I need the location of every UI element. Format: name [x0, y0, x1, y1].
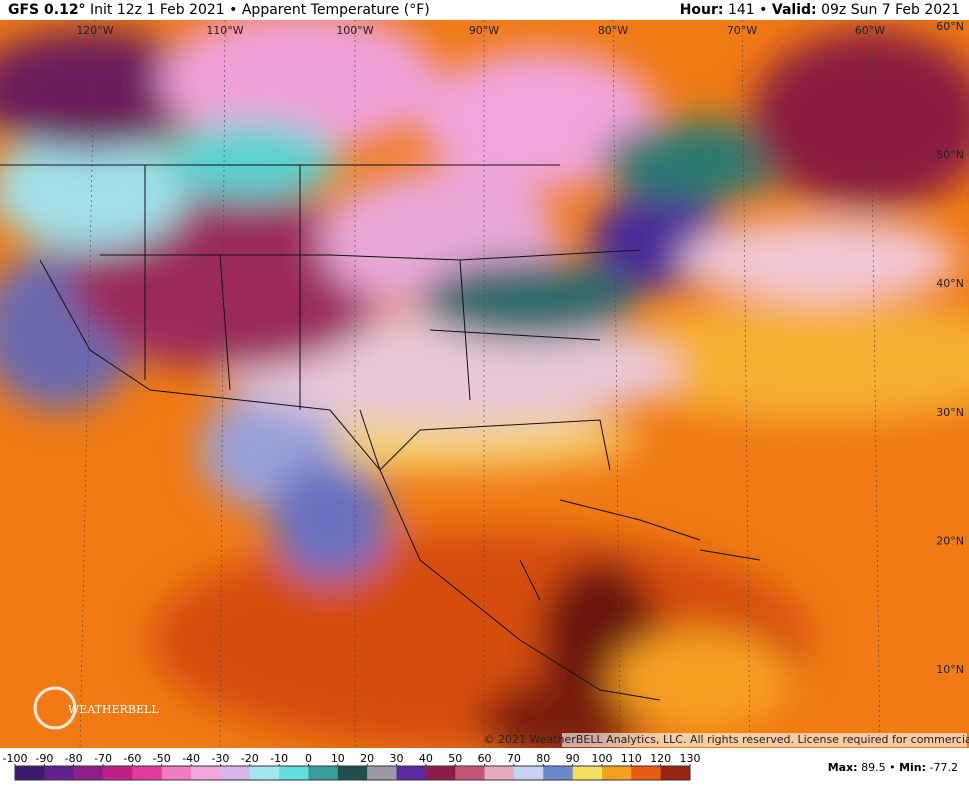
colorbar-tick-label: 10	[331, 752, 345, 765]
colorbar-tick-label: 80	[536, 752, 550, 765]
colorbar-tick-label: -60	[123, 752, 141, 765]
lat-label: 10°N	[936, 663, 964, 676]
colorbar-segment	[513, 766, 544, 780]
lon-label: 70°W	[727, 24, 757, 37]
init: Init 12z 1 Feb 2021	[90, 2, 225, 18]
hour-label: Hour:	[680, 2, 724, 18]
colorbar-segment	[73, 766, 104, 780]
colorbar-segment	[103, 766, 133, 780]
lat-label: 60°N	[936, 20, 964, 33]
colorbar-segment	[249, 766, 280, 780]
colorbar-segment	[396, 766, 427, 780]
colorbar-tick-label: -70	[94, 752, 112, 765]
lon-label: 60°W	[855, 24, 885, 37]
colorbar: -100 -90 -80 -70 -60 -50 -40 -30 -20 -10 0 10 20 30 40…	[3, 752, 701, 781]
colorbar-segment	[425, 766, 456, 780]
colorbar-tick-label: 60	[478, 752, 492, 765]
colorbar-tick-label: 130	[680, 752, 701, 765]
variable: Apparent Temperature (°F)	[242, 2, 430, 18]
colorbar-segment	[337, 766, 368, 780]
colorbar-tick-label: -100	[3, 752, 28, 765]
lat-label: 20°N	[936, 534, 964, 547]
lon-label: 90°W	[469, 24, 499, 37]
colorbar-segment	[15, 766, 45, 780]
separator: •	[889, 761, 896, 774]
colorbar-tick-label: 100	[591, 752, 612, 765]
min: -77.2	[930, 761, 958, 774]
valid-time: Hour: 141 • Valid: 09z Sun 7 Feb 2021	[680, 2, 960, 18]
separator: •	[229, 2, 237, 18]
colorbar-segment	[367, 766, 398, 780]
lon-label: 110°W	[206, 24, 243, 37]
colorbar-segment	[660, 766, 691, 780]
colorbar-tick-label: 50	[448, 752, 462, 765]
valid: 09z Sun 7 Feb 2021	[821, 2, 960, 18]
colorbar-tick-label: -40	[182, 752, 200, 765]
colorbar-tick-label: 120	[650, 752, 671, 765]
colorbar-tick-label: 30	[390, 752, 404, 765]
colorbar-tick-label: 0	[305, 752, 312, 765]
lon-label: 120°W	[76, 24, 113, 37]
colorbar-tick-label: -80	[65, 752, 83, 765]
colorbar-segment	[484, 766, 515, 780]
colorbar-segment	[308, 766, 339, 780]
header-bar	[0, 0, 969, 20]
lon-labels: 120°W 110°W 100°W 90°W 80°W 70°W 60°W	[76, 24, 885, 37]
hour: 141	[728, 2, 755, 18]
colorbar-tick-label: -90	[35, 752, 53, 765]
colorbar-tick-label: 70	[507, 752, 521, 765]
colorbar-segment	[279, 766, 309, 780]
lat-labels: 60°N 50°N 40°N 30°N 20°N 10°N	[936, 20, 964, 676]
map-image	[0, 10, 969, 760]
min-label: Min:	[899, 761, 926, 774]
lat-label: 40°N	[936, 277, 964, 290]
copyright: © 2021 WeatherBELL Analytics, LLC. All r…	[484, 733, 969, 746]
colorbar-frame	[14, 765, 691, 781]
colorbar-tick-label: 110	[621, 752, 642, 765]
lon-label: 100°W	[336, 24, 373, 37]
colorbar-segment	[543, 766, 574, 780]
colorbar-tick-label: -50	[153, 752, 171, 765]
colorbar-segment	[572, 766, 603, 780]
colorbar-segment	[455, 766, 486, 780]
title: GFS 0.12° Init 12z 1 Feb 2021 • Apparent…	[8, 2, 430, 18]
colorbar-segment	[601, 766, 632, 780]
colorbar-tick-label: 40	[419, 752, 433, 765]
colorbar-segment	[132, 766, 163, 780]
colorbar-segment	[191, 766, 221, 780]
separator: •	[759, 2, 767, 18]
colorbar-segment	[44, 766, 75, 780]
model: GFS 0.12°	[8, 2, 86, 18]
valid-label: Valid:	[772, 2, 817, 18]
max-label: Max:	[828, 761, 858, 774]
colorbar-tick-label: -20	[241, 752, 259, 765]
max: 89.5	[861, 761, 886, 774]
colorbar-tick-label: -10	[270, 752, 288, 765]
colorbar-tick-label: 20	[360, 752, 374, 765]
lon-label: 80°W	[598, 24, 628, 37]
colorbar-segment	[161, 766, 192, 780]
colorbar-tick-label: 90	[566, 752, 580, 765]
lat-label: 50°N	[936, 149, 964, 162]
stats: Max: 89.5 • Min: -77.2	[828, 761, 958, 774]
colorbar-segment	[631, 766, 662, 780]
lat-label: 30°N	[936, 406, 964, 419]
colorbar-segment	[220, 766, 251, 780]
logo: WEATHERBELL	[68, 703, 159, 716]
colorbar-tick-label: -30	[211, 752, 229, 765]
